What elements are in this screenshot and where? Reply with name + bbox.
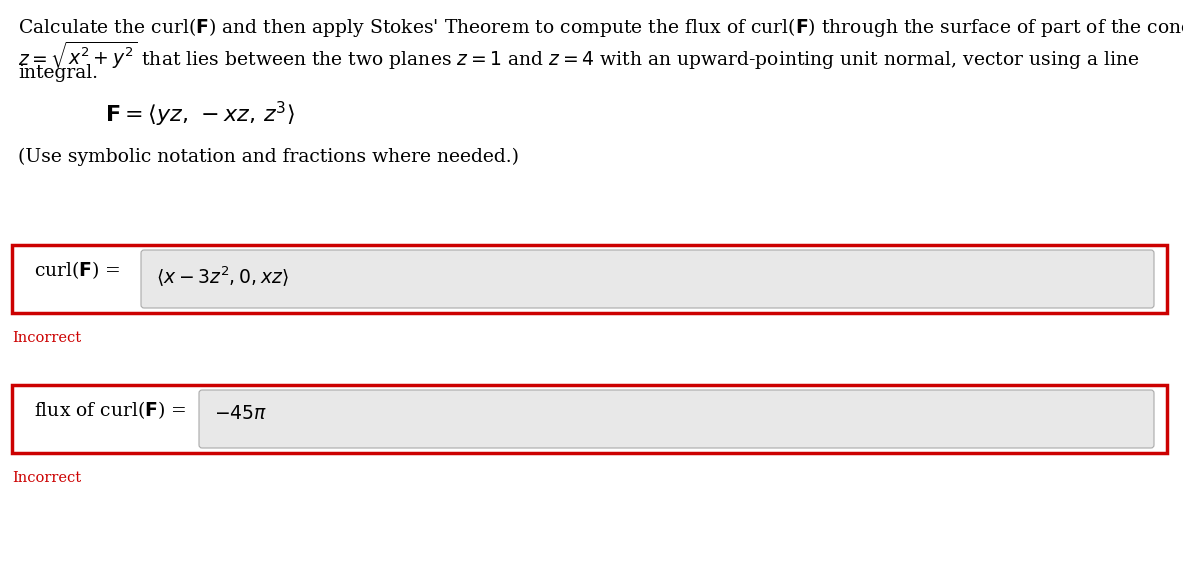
Bar (12, 245, 1166, 313)
Text: $-45\pi$: $-45\pi$ (214, 405, 267, 423)
Text: Incorrect: Incorrect (12, 331, 82, 345)
Text: $\langle x - 3z^2, 0, xz \rangle$: $\langle x - 3z^2, 0, xz \rangle$ (156, 265, 289, 289)
Bar (12, 385, 1166, 453)
FancyBboxPatch shape (141, 250, 1153, 308)
Text: flux of curl($\mathbf{F}$) =: flux of curl($\mathbf{F}$) = (34, 399, 187, 421)
FancyBboxPatch shape (199, 390, 1153, 448)
Text: curl($\mathbf{F}$) =: curl($\mathbf{F}$) = (34, 259, 121, 281)
Text: Calculate the curl($\mathbf{F}$) and then apply Stokes' Theorem to compute the f: Calculate the curl($\mathbf{F}$) and the… (18, 16, 1183, 39)
Text: $z = \sqrt{x^2 + y^2}$ that lies between the two planes $z = 1$ and $z = 4$ with: $z = \sqrt{x^2 + y^2}$ that lies between… (18, 40, 1139, 72)
Text: Incorrect: Incorrect (12, 471, 82, 485)
Text: $\mathbf{F} = \langle yz,\,-xz,\,z^3 \rangle$: $\mathbf{F} = \langle yz,\,-xz,\,z^3 \ra… (105, 100, 295, 129)
Text: integral.: integral. (18, 64, 98, 82)
Text: (Use symbolic notation and fractions where needed.): (Use symbolic notation and fractions whe… (18, 148, 519, 166)
